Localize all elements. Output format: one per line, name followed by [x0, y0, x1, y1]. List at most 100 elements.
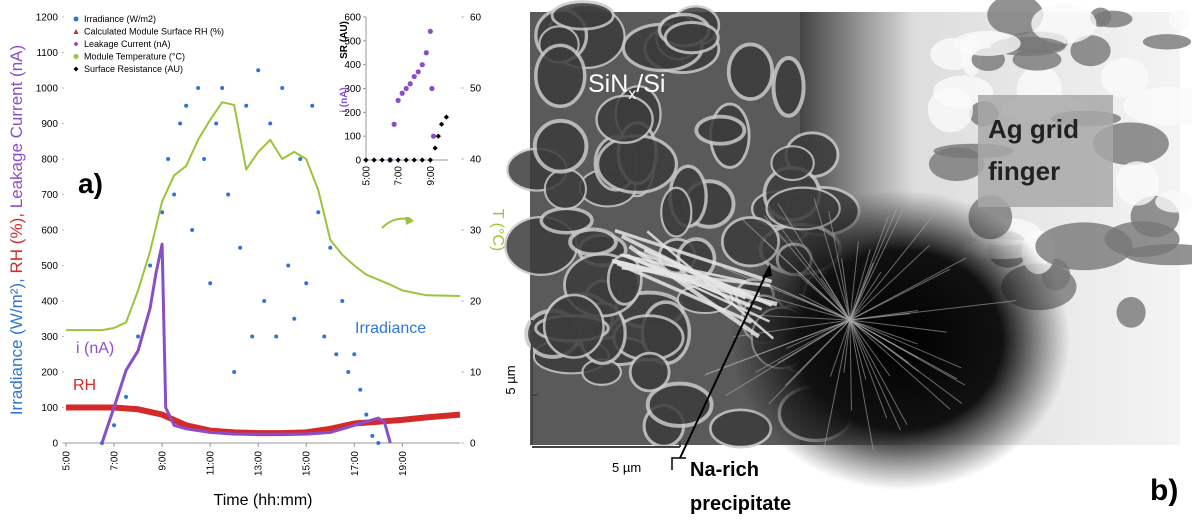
- precipitate-label: Na-rich: [690, 459, 759, 481]
- sem-flake: [1168, 8, 1191, 30]
- annotation: i (nA): [76, 340, 114, 357]
- sem-needle: [849, 319, 874, 450]
- sem-needle: [841, 258, 851, 321]
- data-point: [376, 441, 381, 445]
- sem-needle: [849, 319, 965, 386]
- inset-point: [403, 85, 409, 92]
- inset-point: [443, 114, 449, 120]
- data-point: [304, 281, 309, 286]
- inset-y-tick-label: 0: [355, 156, 361, 167]
- sem-grain: [550, 0, 615, 31]
- data-point: [232, 370, 237, 374]
- series-line: [100, 242, 392, 444]
- sem-needle: [849, 257, 967, 321]
- y-tick-label: 1200: [36, 13, 59, 24]
- x-tick-label: 9:00: [158, 451, 169, 471]
- sem-needle: [755, 319, 851, 373]
- y-tick-label: 300: [41, 332, 58, 343]
- sem-grain: [568, 227, 618, 257]
- sem-flake: [1115, 161, 1160, 206]
- inset-point: [395, 157, 401, 163]
- sem-needle: [849, 244, 930, 321]
- inset-point: [427, 157, 433, 163]
- series-line: [66, 101, 461, 332]
- sem-dark-region: [730, 190, 1070, 490]
- sem-needle: [828, 211, 851, 321]
- data-point: [298, 157, 303, 161]
- inset-x-tick-label: 7:00: [394, 166, 405, 186]
- data-point: [334, 352, 339, 357]
- inset-background: [336, 9, 454, 217]
- inset-point: [432, 145, 438, 151]
- panel-label: a): [78, 168, 103, 199]
- sem-needle: [813, 198, 851, 321]
- y-axis-title: Irradiance (W/m²), RH (%), Leakage Curre…: [7, 45, 26, 415]
- y-tick-label: 900: [41, 119, 58, 130]
- data-point: [172, 192, 177, 197]
- sem-needle: [777, 203, 851, 321]
- legend-marker: [73, 41, 79, 47]
- x-tick-label: 5:00: [62, 451, 73, 471]
- y2-axis-title: T (°C): [489, 209, 506, 252]
- y2-tick-label: 40: [470, 155, 482, 166]
- inset-point: [399, 90, 405, 96]
- precipitate-label: precipitate: [690, 493, 791, 515]
- sem-grain: [542, 293, 605, 359]
- sem-needle: [741, 218, 851, 321]
- sem-needle: [744, 314, 851, 321]
- grid-label: Ag grid: [988, 114, 1079, 144]
- data-point: [286, 263, 291, 268]
- sem-crystal: [614, 228, 773, 284]
- inset-x-tick-label: 9:00: [426, 166, 437, 186]
- y2-tick-label: 30: [470, 226, 482, 237]
- y2-tick-label: 10: [470, 368, 482, 379]
- inset-point: [438, 121, 445, 127]
- sem-flake: [928, 147, 985, 182]
- sem-needle: [849, 241, 859, 321]
- data-point: [262, 299, 267, 303]
- data-point: [268, 121, 273, 126]
- inset-y-tick-label: 400: [344, 60, 361, 71]
- sem-flake: [927, 87, 974, 133]
- sem-needle: [849, 319, 910, 364]
- inset-point: [427, 28, 433, 34]
- sem-needle: [849, 208, 940, 321]
- sem-flake: [1123, 86, 1192, 126]
- chart-a: 0100200300400500600700800900100011001200…: [7, 9, 506, 509]
- x-axis-title: Time (hh:mm): [214, 492, 313, 509]
- data-point: [250, 334, 255, 339]
- sem-grain: [663, 21, 720, 55]
- y2-tick-label: 50: [470, 84, 482, 95]
- data-point: [352, 352, 357, 357]
- sem-flake: [1070, 35, 1111, 67]
- sem-flake: [1155, 190, 1192, 213]
- sem-needle: [849, 271, 882, 321]
- sem-needle: [849, 319, 918, 345]
- data-point: [202, 157, 207, 161]
- scale-label: 5 µm: [503, 365, 518, 394]
- data-point: [190, 228, 195, 232]
- data-point: [196, 86, 201, 90]
- data-point: [124, 394, 129, 399]
- inset-point: [387, 157, 393, 163]
- inset-point: [411, 73, 417, 80]
- x-tick-label: 19:00: [398, 451, 409, 476]
- data-point: [322, 334, 327, 339]
- legend-marker: [73, 66, 79, 72]
- inset-point: [429, 85, 435, 92]
- sem-grain: [595, 134, 679, 195]
- data-point: [244, 103, 249, 108]
- inset-point: [419, 157, 425, 163]
- y-tick-label: 800: [41, 155, 58, 166]
- sem-grain: [628, 351, 671, 393]
- sem-needle: [849, 319, 891, 377]
- sem-grain: [534, 43, 587, 109]
- data-point: [184, 103, 189, 108]
- arrow: [679, 269, 769, 459]
- y2-tick-label: 0: [470, 439, 476, 450]
- inset-y-title: SR (AU): [339, 21, 350, 59]
- x-tick-label: 13:00: [254, 451, 265, 476]
- data-point: [214, 121, 219, 126]
- inset-point: [419, 62, 425, 68]
- sem-grain: [726, 42, 775, 101]
